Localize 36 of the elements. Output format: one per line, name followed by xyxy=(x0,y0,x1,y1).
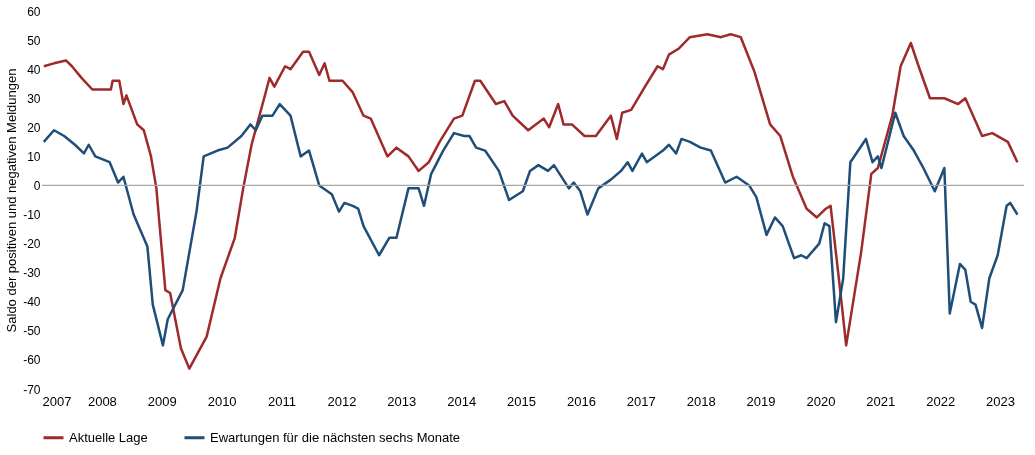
y-tick-label: -30 xyxy=(23,266,41,281)
x-tick-label: 2020 xyxy=(806,393,836,409)
x-tick-label: 2015 xyxy=(507,393,536,409)
y-tick-label: -10 xyxy=(23,208,41,223)
x-tick-label: 2012 xyxy=(327,393,357,409)
y-tick-label: -50 xyxy=(23,324,41,339)
x-tick-label: 2018 xyxy=(686,393,716,409)
x-tick-label: 2017 xyxy=(626,393,656,409)
x-tick-label: 2008 xyxy=(87,393,117,409)
y-axis-title: Saldo der positiven und negativen Meldungen xyxy=(4,68,20,333)
x-tick-label: 2023 xyxy=(986,393,1016,409)
y-tick-label: -40 xyxy=(23,295,41,310)
y-tick-label: 20 xyxy=(27,120,41,135)
y-tick-label: 40 xyxy=(27,62,41,77)
x-tick-label: 2010 xyxy=(207,393,237,409)
x-tick-label: 2022 xyxy=(926,393,956,409)
x-tick-label: 2013 xyxy=(387,393,417,409)
line-series xyxy=(42,33,1019,370)
line-series xyxy=(42,102,1019,347)
legend-label: Aktuelle Lage xyxy=(69,429,148,445)
y-tick-label: -60 xyxy=(23,353,41,368)
x-tick-label: 2021 xyxy=(866,393,896,409)
y-tick-label: 50 xyxy=(27,33,41,48)
x-tick-label: 2009 xyxy=(147,393,177,409)
y-tick-label: 10 xyxy=(27,149,41,164)
x-tick-label: 2014 xyxy=(447,393,477,409)
y-tick-label: -70 xyxy=(23,382,41,397)
x-tick-label: 2007 xyxy=(42,393,72,409)
x-tick-label: 2019 xyxy=(746,393,776,409)
y-tick-label: -20 xyxy=(23,237,41,252)
legend-label: Ewartungen für die nächsten sechs Monate xyxy=(210,429,461,445)
y-tick-label: 60 xyxy=(27,4,41,19)
y-tick-label: 30 xyxy=(27,91,41,106)
x-tick-label: 2016 xyxy=(566,393,596,409)
x-tick-label: 2011 xyxy=(268,393,296,409)
y-tick-label: 0 xyxy=(33,178,41,193)
